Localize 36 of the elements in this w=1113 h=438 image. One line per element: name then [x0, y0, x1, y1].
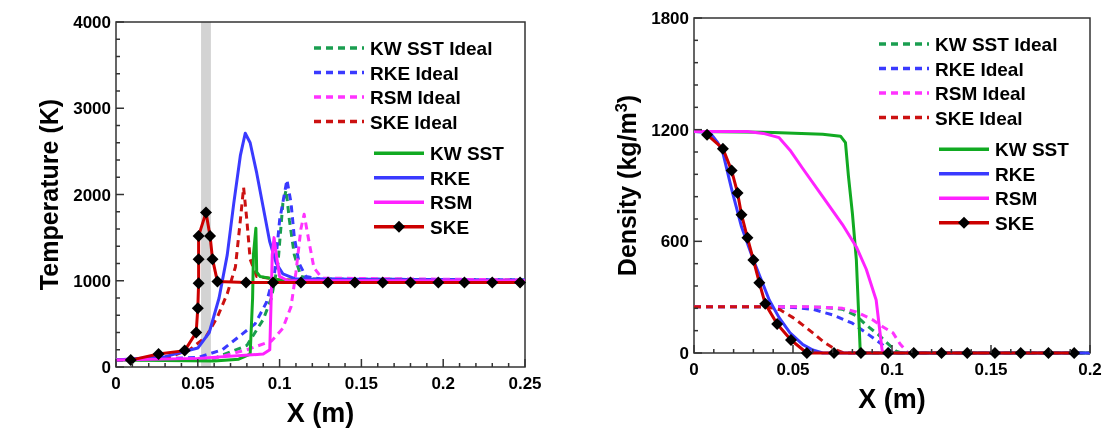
- legend-label: RSM: [995, 188, 1038, 210]
- legend-label: RKE: [430, 167, 471, 189]
- x-tick-label: 0.2: [431, 374, 456, 393]
- y-tick-label: 3000: [73, 99, 111, 119]
- y-tick-label: 1200: [651, 120, 689, 140]
- y-axis-title: Temperature (K): [35, 98, 63, 291]
- legend-label: KW SST: [995, 139, 1070, 161]
- legend-label: SKE: [995, 212, 1035, 234]
- x-tick-label: 0.2: [1078, 360, 1102, 379]
- legend-label: RSM Ideal: [935, 83, 1026, 104]
- y-tick-label: 600: [660, 232, 689, 252]
- x-tick-label: 0.05: [181, 374, 215, 393]
- legend-label: KW SST Ideal: [370, 38, 493, 59]
- x-tick-label: 0.1: [880, 360, 904, 379]
- legend-label: RSM: [430, 192, 473, 214]
- y-tick-label: 1800: [651, 9, 689, 28]
- y-tick-label: 1000: [73, 271, 111, 291]
- x-tick-label: 0.15: [974, 360, 1008, 379]
- legend-label: RKE: [995, 163, 1036, 185]
- legend-label: RKE Ideal: [370, 62, 459, 84]
- legend-label: SKE Ideal: [935, 107, 1023, 129]
- legend-label: SKE Ideal: [370, 111, 458, 133]
- x-axis-title: X (m): [858, 384, 926, 414]
- legend-label: KW SST Ideal: [935, 34, 1058, 55]
- legend-label: RSM Ideal: [370, 87, 461, 108]
- y-tick-label: 0: [679, 344, 689, 363]
- y-tick-label: 4000: [73, 13, 111, 32]
- x-tick-label: 0.15: [344, 374, 378, 393]
- legend-label: KW SST: [430, 143, 505, 165]
- x-tick-label: 0.1: [267, 374, 292, 393]
- x-tick-label: 0.05: [776, 360, 810, 379]
- x-tick-label: 0.25: [508, 374, 542, 393]
- legend-label: RKE Ideal: [935, 58, 1024, 80]
- y-tick-label: 2000: [73, 185, 111, 205]
- legend-label: SKE: [430, 216, 470, 238]
- x-axis-title: X (m): [286, 398, 355, 428]
